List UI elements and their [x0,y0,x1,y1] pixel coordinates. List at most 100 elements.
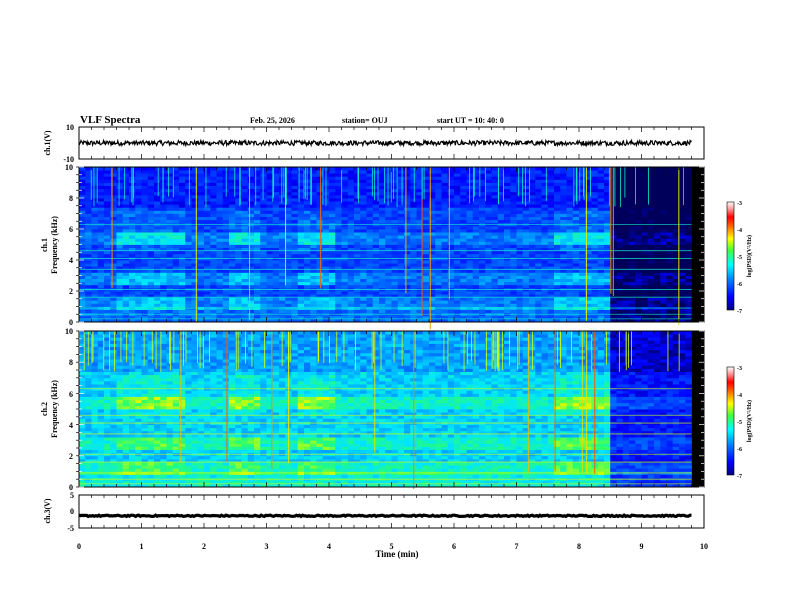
spectrogram-cell [479,272,486,276]
spectrogram-cell [679,315,686,320]
spectrogram-cell [641,278,649,283]
spectrogram-cell [447,194,455,199]
spectrogram-cell [597,318,605,323]
spectrogram-cell [341,241,349,245]
spectrogram-cell [422,198,430,202]
spectrogram-cell [360,207,367,211]
spectrogram-cell [441,207,449,211]
spectrogram-cell [654,238,661,242]
spectrogram-cell [335,281,342,286]
spectrogram-cell [204,176,211,180]
spectrogram-cell [154,170,161,174]
spectrogram-cell [547,201,555,205]
spectrogram-cell [166,269,174,273]
spectrogram-cell [110,179,117,183]
spectrogram-cell [222,201,230,205]
spectrogram-cell [322,244,330,248]
spectrogram-cell [354,260,361,264]
spectrogram-cell [147,266,155,270]
spectrogram-cell [310,201,317,205]
spectrogram-cell [254,318,261,323]
spectrogram-cell [241,278,249,283]
spectrogram-cell [229,219,236,224]
spectrogram-cell [347,219,355,224]
spectrogram-cell [79,194,86,199]
spectrogram-cell [229,294,236,298]
spectrogram-cell [141,297,149,301]
spectrogram-cell [97,185,105,190]
spectrogram-cell [441,216,449,221]
spectrogram-cell [104,179,111,183]
spectrogram-cell [285,284,292,289]
spectrogram-cell [260,194,267,199]
spectrogram-cell [354,250,361,255]
spectrogram-cell [479,201,486,205]
spectrogram-cell [641,241,649,245]
spectrogram-cell [604,278,611,283]
spectrogram-cell [172,194,180,199]
spectrogram-cell [122,167,130,171]
spectrogram-cell [579,173,586,177]
spectrogram-cell [135,294,142,298]
spectrogram-cell [560,238,567,242]
spectrogram-cell [160,201,167,205]
spectrogram-cell [566,241,574,245]
spectrogram-cell [110,201,117,205]
spectrogram-cell [435,300,442,304]
spectrogram-cell [141,185,149,190]
spectrogram-cell [135,275,142,279]
spectrogram-cell [304,300,311,304]
spectrogram-cell [666,241,674,245]
spectrogram-cell [247,253,255,258]
spectrogram-cell [397,238,405,242]
spectrogram-cell [485,173,492,177]
spectrogram-cell [641,173,649,177]
spectrogram-cell [491,260,499,264]
spectrogram-cell [272,182,280,186]
spectrogram-cell [447,229,455,233]
spectrogram-cell [410,219,417,224]
spectrogram-cell [229,260,236,264]
spectrogram-cell [141,182,149,186]
spectrogram-cell [491,303,499,307]
spectrogram-cell [466,253,474,258]
spectrogram-cell [641,179,649,183]
spectrogram-cell [222,253,230,258]
spectrogram-cell [491,266,499,270]
spectrogram-cell [229,167,236,171]
spectrogram-cell [322,294,330,298]
spectrogram-cell [641,284,649,289]
spectrogram-cell [241,188,249,193]
spectrogram-cell [466,260,474,264]
spectrogram-cell [191,241,199,245]
spectrogram-cell [491,216,499,221]
spectrogram-cell [554,201,561,205]
spectrogram-cell [85,229,92,233]
spectrogram-cell [410,176,417,180]
spectrogram-cell [310,318,317,323]
spectrogram-cell [591,309,599,314]
spectrogram-cell [185,182,192,186]
spectrogram-cell [472,244,480,248]
spectrogram-cell [360,250,367,255]
spectrogram-cell [297,191,305,196]
spectrogram-cell [79,185,86,190]
spectrogram-cell [172,225,180,230]
spectrogram-cell [497,309,505,314]
spectrogram-cell [566,244,574,248]
spectrogram-cell [335,284,342,289]
spectrogram-cell [422,191,430,196]
spectrogram-cell [297,170,305,174]
spectrogram-cell [372,176,380,180]
spectrogram-cell [672,272,680,276]
spectrogram-cell [485,309,492,314]
spectrogram-cell [660,167,667,171]
spectrogram-cell [79,204,86,208]
spectrogram-cell [372,250,380,255]
spectrogram-cell [404,229,411,233]
spectrogram-cell [141,294,149,298]
spectrogram-cell [604,185,611,190]
spectrogram-cell [122,238,130,242]
spectrogram-cell [491,281,499,286]
spectrogram-cell [266,225,274,230]
